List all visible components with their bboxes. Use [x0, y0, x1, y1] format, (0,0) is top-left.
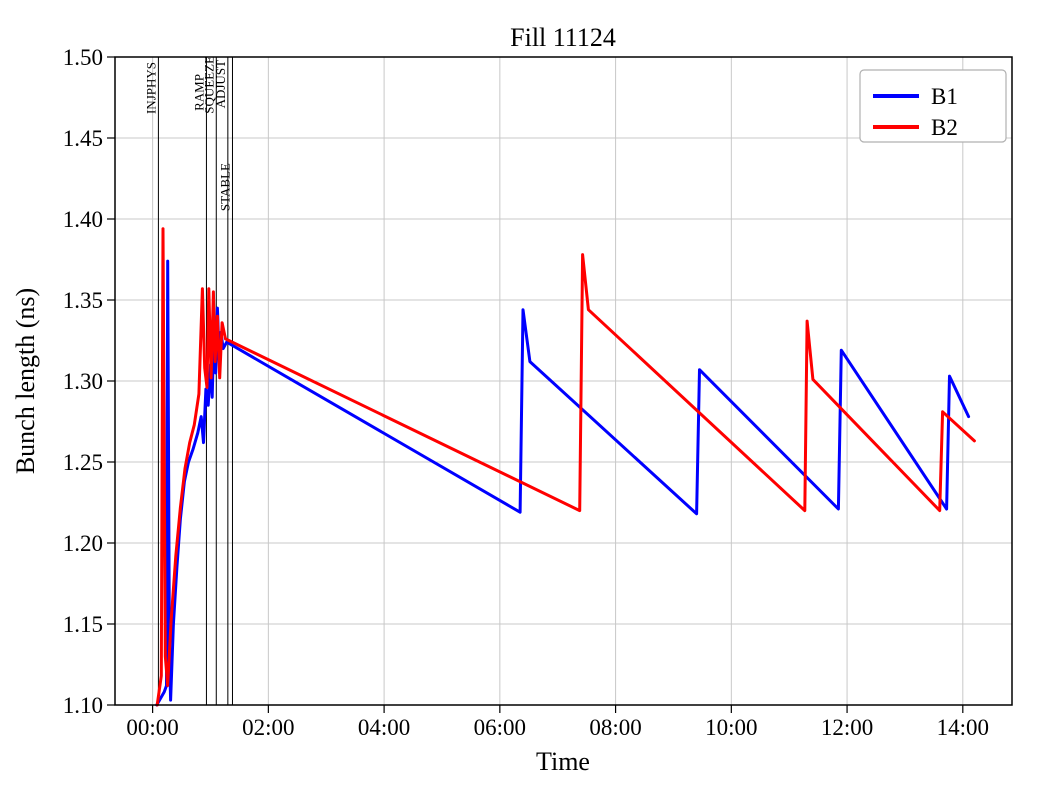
y-tick-label: 1.10: [63, 693, 103, 718]
x-tick-label: 14:00: [937, 715, 989, 740]
legend-entry-label: B1: [931, 84, 958, 109]
x-tick-label: 00:00: [126, 715, 178, 740]
legend-entry-label: B2: [931, 115, 958, 140]
beam-mode-label: ADJUST: [213, 60, 228, 108]
x-tick-label: 04:00: [358, 715, 410, 740]
data-series: [155, 227, 976, 707]
x-tick-label: 08:00: [589, 715, 641, 740]
y-tick-label: 1.35: [63, 288, 103, 313]
y-tick-label: 1.45: [63, 126, 103, 151]
beam-mode-label: RAMP: [191, 74, 206, 111]
beam-mode-label: STABLE: [217, 163, 232, 211]
beam-mode-label: INJPHYS: [143, 62, 158, 114]
y-tick-label: 1.15: [63, 612, 103, 637]
series-line-b2: [155, 227, 976, 707]
x-tick-label: 12:00: [821, 715, 873, 740]
y-tick-label: 1.20: [63, 531, 103, 556]
chart-title: Fill 11124: [510, 23, 616, 52]
x-tick-label: 02:00: [242, 715, 294, 740]
y-axis-label: Bunch length (ns): [11, 288, 40, 474]
x-tick-label: 06:00: [474, 715, 526, 740]
x-axis-label: Time: [536, 747, 590, 776]
y-tick-label: 1.50: [63, 45, 103, 70]
series-line-b1: [155, 259, 971, 707]
y-tick-label: 1.30: [63, 369, 103, 394]
y-tick-label: 1.40: [63, 207, 103, 232]
beam-mode-label: SQUEEZE: [201, 56, 216, 114]
legend-box: [859, 69, 1007, 143]
axes: 00:00 02:00 04:00 06:00 08:00 10:00 12:00 14:00…: [63, 45, 1013, 740]
y-tick-label: 1.25: [63, 450, 103, 475]
x-tick-label: 10:00: [705, 715, 757, 740]
